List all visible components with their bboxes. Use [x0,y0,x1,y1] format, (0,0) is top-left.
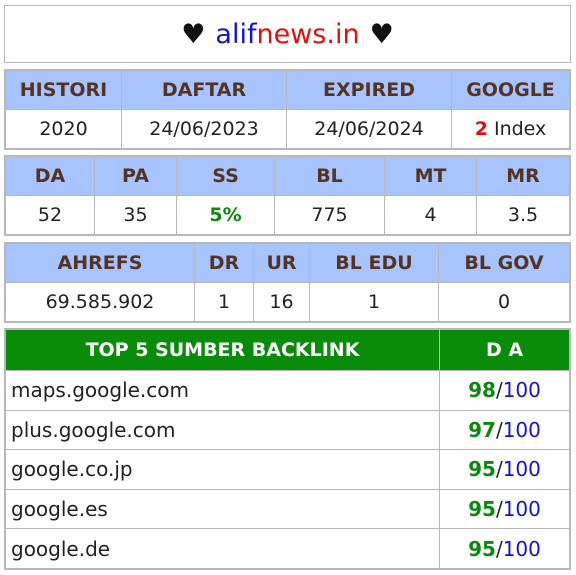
google-index-count: 2 [474,118,488,140]
dr-header: DR [194,243,254,283]
mt-value: 4 [384,195,477,235]
backlink-site: google.de [5,528,440,569]
table-row: plus.google.com 97/100 [5,409,570,451]
expired-value: 24/06/2024 [286,109,452,149]
domain-name[interactable]: alifnews.in [215,19,359,50]
ss-header: SS [176,156,275,196]
table-row: google.co.jp 95/100 [5,449,570,490]
backlink-da: 97/100 [439,409,570,451]
pa-value: 35 [94,195,177,235]
domain-name-part1: alif [215,18,257,50]
backlink-source-header: TOP 5 SUMBER BACKLINK [5,329,440,371]
da-value: 52 [5,195,95,235]
mr-header: MR [476,156,570,196]
ur-header: UR [253,243,310,283]
dr-value: 1 [194,282,254,322]
mr-value: 3.5 [476,195,570,235]
table-row: google.de 95/100 [5,528,570,569]
pa-header: PA [94,156,177,196]
backlink-da: 95/100 [439,488,570,530]
backlink-site: google.co.jp [5,449,440,490]
histori-header: HISTORI [5,70,122,110]
histori-value: 2020 [5,109,122,149]
table-row: maps.google.com 98/100 [5,370,570,411]
ss-value: 5% [176,195,275,235]
backlink-da: 95/100 [439,449,570,490]
table-row: google.es 95/100 [5,488,570,530]
bl-value: 775 [274,195,385,235]
backlink-site: plus.google.com [5,409,440,451]
backlink-site: google.es [5,488,440,530]
backlink-site: maps.google.com [5,370,440,411]
backlink-da: 95/100 [439,528,570,569]
ur-value: 16 [253,282,310,322]
domain-name-part2: news.in [256,18,360,50]
bl-gov-value: 0 [438,282,570,322]
expired-header: EXPIRED [286,70,452,110]
mt-header: MT [384,156,477,196]
bl-edu-header: BL EDU [309,243,439,283]
bl-header: BL [274,156,385,196]
ahrefs-header: AHREFS [5,243,195,283]
bl-gov-header: BL GOV [438,243,570,283]
backlink-table: TOP 5 SUMBER BACKLINK D A maps.google.co… [4,328,571,570]
da-header: DA [5,156,95,196]
google-index-value: 2 Index [451,109,570,149]
ahrefs-table: AHREFS DR UR BL EDU BL GOV 69.585.902 1 … [4,242,571,323]
daftar-value: 24/06/2023 [121,109,287,149]
ahrefs-value: 69.585.902 [5,282,195,322]
heart-left-icon: ♥ [181,18,206,50]
metrics-table: DA PA SS BL MT MR 52 35 5% 775 4 3.5 [4,155,571,236]
bl-edu-value: 1 [309,282,439,322]
backlink-da-header: D A [439,329,570,371]
backlink-da: 98/100 [439,370,570,411]
google-index-suffix: Index [487,118,547,140]
registration-table: HISTORI DAFTAR EXPIRED GOOGLE 2020 24/06… [4,69,571,150]
daftar-header: DAFTAR [121,70,287,110]
google-header: GOOGLE [451,70,570,110]
domain-title: ♥ alifnews.in ♥ [4,5,571,63]
heart-right-icon: ♥ [369,18,394,50]
